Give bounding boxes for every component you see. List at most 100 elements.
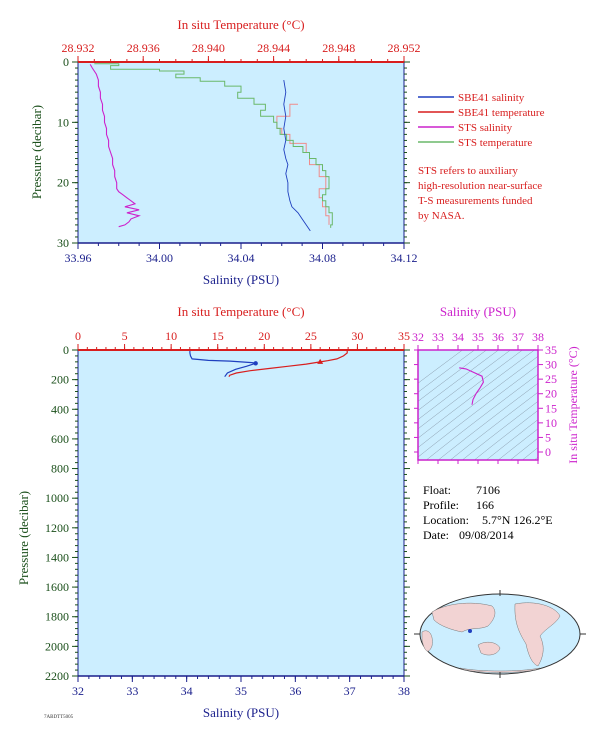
ts-density-contour <box>425 373 538 460</box>
profile-y-tick-label: 2000 <box>45 639 69 653</box>
ts-density-contour <box>418 355 538 448</box>
ts-density-contours <box>418 350 538 460</box>
sts-bottom-tick-label: 34.12 <box>391 251 418 265</box>
ts-top-tick-label: 32 <box>412 330 424 344</box>
continent-australia <box>477 641 501 656</box>
legend-label-sbe41-salinity: SBE41 salinity <box>458 92 525 104</box>
legend-label-sts-salinity: STS salinity <box>458 122 513 134</box>
profile-y-tick-label: 400 <box>51 402 69 416</box>
profile-top-tick-label: 10 <box>165 329 177 343</box>
ts-density-contour <box>418 350 511 420</box>
ts-right-axis-title: In situ Temperature (°C) <box>566 346 580 463</box>
ts-series-line <box>459 367 484 405</box>
sts-top-tick-label: 28.944 <box>257 41 290 55</box>
ts-plot-area <box>418 350 538 460</box>
sts-y-tick-label: 20 <box>57 176 69 190</box>
ts-density-contour <box>418 350 463 384</box>
profile-marker-temperature <box>317 358 324 364</box>
profile-top-tick-label: 20 <box>258 329 270 343</box>
ts-right-tick-label: 5 <box>545 430 551 444</box>
ts-right-tick-label: 35 <box>545 343 557 357</box>
profile-y-tick-label: 2200 <box>45 669 69 683</box>
profile-top-tick-label: 25 <box>305 329 317 343</box>
profile-top-tick-label: 15 <box>212 329 224 343</box>
continent-asia <box>431 602 496 633</box>
ts-top-tick-label: 33 <box>432 330 444 344</box>
sts-note-line-2: high-resolution near-surface <box>418 180 542 192</box>
location-label: Location: <box>423 513 469 527</box>
profile-bottom-tick-label: 33 <box>126 684 138 698</box>
ts-right-tick-label: 15 <box>545 401 557 415</box>
sts-y-axis-title: Pressure (decibar) <box>29 105 44 199</box>
profile-y-tick-label: 600 <box>51 432 69 446</box>
ts-density-contour <box>418 364 538 458</box>
location-value: 5.7°N 126.2°E <box>482 513 553 527</box>
profile-series-line-temperature <box>228 350 348 378</box>
profile-top-tick-label: 35 <box>398 329 410 343</box>
ts-top-tick-label: 35 <box>472 330 484 344</box>
ts-density-contour <box>473 410 538 460</box>
sts-bottom-axis-title: Salinity (PSU) <box>203 272 279 287</box>
float-value: 7106 <box>476 483 500 497</box>
ts-density-contour <box>485 419 538 460</box>
sts-note: STS refers to auxiliary high-resolution … <box>418 165 542 222</box>
profile-bottom-tick-label: 35 <box>235 684 247 698</box>
sts-note-line-4: by NASA. <box>418 210 465 222</box>
continent-africa <box>421 630 433 652</box>
sts-bottom-tick-label: 33.96 <box>65 251 92 265</box>
ts-right-tick-label: 20 <box>545 387 557 401</box>
profile-y-tick-label: 1200 <box>45 521 69 535</box>
profile-plot-area <box>78 350 404 676</box>
profile-y-tick-label: 1800 <box>45 610 69 624</box>
series-line-sbe41-salinity <box>283 80 311 232</box>
world-map <box>414 590 586 678</box>
ts-top-tick-label: 37 <box>512 330 524 344</box>
float-info: Float: 7106 Profile: 166 Location: 5.7°N… <box>423 483 553 542</box>
sts-legend: SBE41 salinity SBE41 temperature STS sal… <box>418 92 545 149</box>
float-location-marker <box>468 629 472 633</box>
continent-antarctica <box>459 667 541 673</box>
ts-density-contour <box>521 447 538 460</box>
float-label: Float: <box>423 483 451 497</box>
ts-density-contour <box>449 391 538 460</box>
profile-bottom-tick-label: 34 <box>181 684 193 698</box>
ts-top-tick-label: 34 <box>452 330 464 344</box>
ts-right-tick-label: 25 <box>545 372 557 386</box>
profile-y-tick-label: 800 <box>51 462 69 476</box>
sts-axis-ticks: 28.932 28.936 28.940 28.944 28.948 28.952 33.9… <box>57 41 421 265</box>
footer-code: 7ABDTT5005 <box>44 715 74 720</box>
map-ocean <box>419 593 581 675</box>
ts-top-tick-label: 36 <box>492 330 504 344</box>
ts-right-tick-label: 0 <box>545 445 551 459</box>
sts-top-tick-label: 28.936 <box>127 41 160 55</box>
ts-right-tick-label: 10 <box>545 416 557 430</box>
ts-right-tick-label: 30 <box>545 358 557 372</box>
sts-note-line-1: STS refers to auxiliary <box>418 165 518 177</box>
profile-y-axis-title: Pressure (decibar) <box>16 491 31 585</box>
ts-density-contour <box>533 456 538 460</box>
sts-bottom-tick-label: 34.08 <box>309 251 336 265</box>
ts-top-axis-title: Salinity (PSU) <box>440 304 516 319</box>
profile-value: 166 <box>476 498 494 512</box>
profile-y-tick-label: 0 <box>63 343 69 357</box>
date-value: 09/08/2014 <box>459 528 514 542</box>
profile-y-tick-label: 1000 <box>45 491 69 505</box>
sts-bottom-tick-label: 34.00 <box>146 251 173 265</box>
sts-note-line-3: T-S measurements funded <box>418 195 533 207</box>
profile-bottom-tick-label: 36 <box>289 684 301 698</box>
sts-y-tick-label: 10 <box>57 115 69 129</box>
profile-series-layer <box>189 350 348 378</box>
sts-bottom-tick-label: 34.04 <box>228 251 255 265</box>
ts-density-contour <box>497 428 538 460</box>
profile-top-axis-title: In situ Temperature (°C) <box>177 304 304 319</box>
sts-y-tick-label: 30 <box>57 236 69 250</box>
profile-chart: 0 5 10 15 20 25 30 35 32 33 34 35 36 37 38 0 200 400 600 80… <box>16 304 410 720</box>
sts-series-layer <box>89 63 333 232</box>
profile-top-tick-label: 0 <box>75 329 81 343</box>
ts-density-contour <box>461 400 538 460</box>
map-continents <box>421 602 561 673</box>
ts-density-contour <box>418 350 523 430</box>
